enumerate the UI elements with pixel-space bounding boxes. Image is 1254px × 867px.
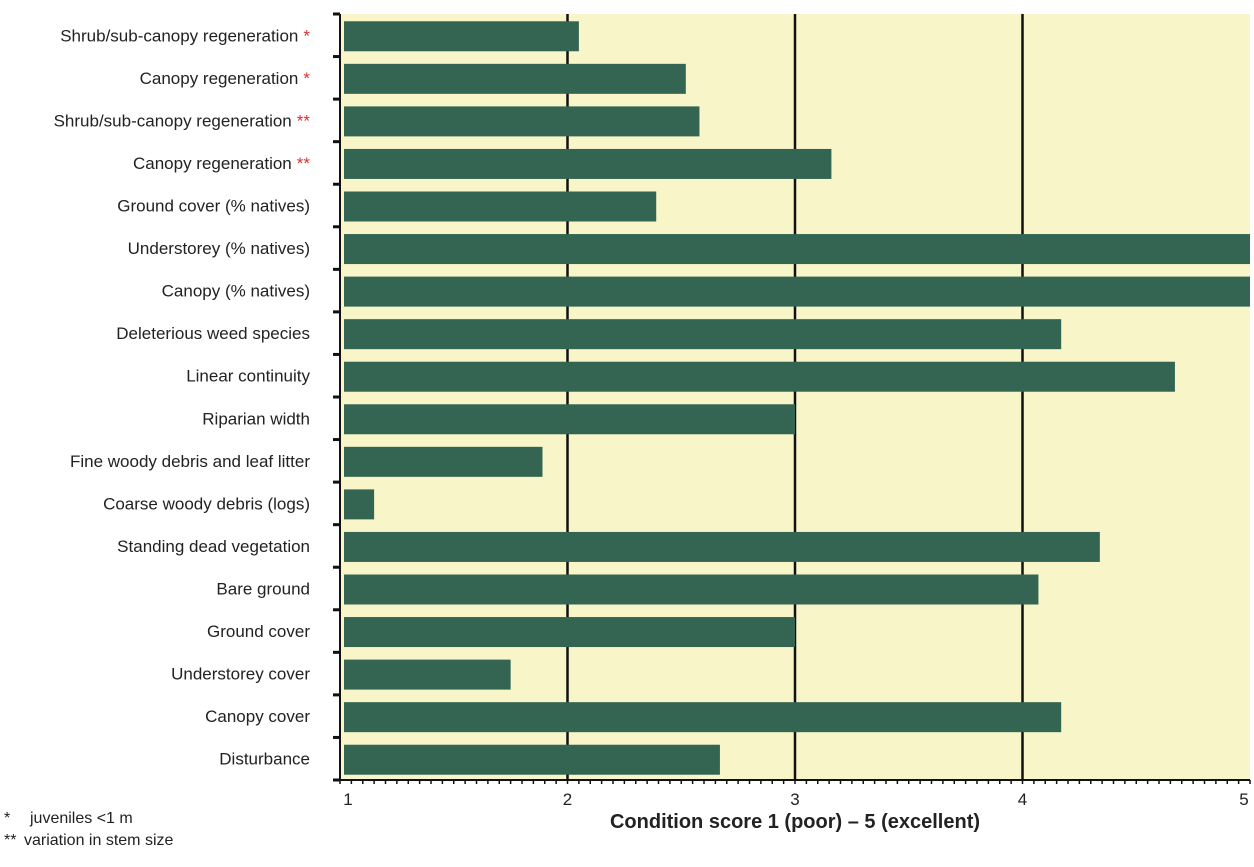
bar-8 xyxy=(344,319,1062,350)
bar-11 xyxy=(344,446,543,477)
bar-6 xyxy=(344,234,1250,265)
category-marker-3: ** xyxy=(297,111,311,130)
category-label-8: Deleterious weed species xyxy=(116,324,310,343)
category-label-18: Disturbance xyxy=(219,750,310,769)
category-label-16: Understorey cover xyxy=(171,665,310,684)
x-tick-labels: 1 2 3 4 5 xyxy=(343,790,1248,809)
category-label-14: Bare ground xyxy=(216,580,310,599)
category-label-2: Canopy regeneration * xyxy=(140,69,311,88)
bar-16 xyxy=(344,659,511,690)
bar-2 xyxy=(344,63,686,94)
legend-marker-1: * xyxy=(4,810,10,827)
bar-3 xyxy=(344,106,700,137)
category-label-6: Understorey (% natives) xyxy=(128,239,310,258)
legend-text-2: variation in stem size xyxy=(24,832,173,849)
category-label-15: Ground cover xyxy=(207,622,310,641)
bar-18 xyxy=(344,744,720,775)
category-labels: Shrub/sub-canopy regeneration * Canopy reg… xyxy=(54,26,311,768)
category-label-11: Fine woody debris and leaf litter xyxy=(70,452,310,471)
category-marker-4: ** xyxy=(297,154,311,173)
x-tick-label-3: 3 xyxy=(790,790,799,809)
legend: * juveniles <1 m ** variation in stem size xyxy=(4,810,173,849)
bar-13 xyxy=(344,531,1100,562)
bar-4 xyxy=(344,148,832,179)
legend-text-1: juveniles <1 m xyxy=(29,810,133,827)
x-tick-label-1: 1 xyxy=(343,790,352,809)
category-label-7: Canopy (% natives) xyxy=(162,282,310,301)
bar-10 xyxy=(344,404,795,435)
legend-marker-2: ** xyxy=(4,832,16,849)
category-label-12: Coarse woody debris (logs) xyxy=(103,494,310,513)
x-tick-label-4: 4 xyxy=(1018,790,1027,809)
bar-12 xyxy=(344,489,375,520)
bar-14 xyxy=(344,574,1039,605)
category-label-4: Canopy regeneration ** xyxy=(133,154,310,173)
bar-7 xyxy=(344,276,1250,307)
bar-5 xyxy=(344,191,657,222)
category-label-1: Shrub/sub-canopy regeneration * xyxy=(60,26,310,45)
category-label-5: Ground cover (% natives) xyxy=(117,197,310,216)
category-label-3: Shrub/sub-canopy regeneration ** xyxy=(54,111,311,130)
x-axis-label: Condition score 1 (poor) – 5 (excellent) xyxy=(610,811,980,833)
category-label-17: Canopy cover xyxy=(205,707,310,726)
bar-17 xyxy=(344,702,1062,733)
plot-area xyxy=(333,12,1251,784)
bar-9 xyxy=(344,361,1175,392)
category-label-13: Standing dead vegetation xyxy=(117,537,310,556)
x-tick-label-5: 5 xyxy=(1239,790,1248,809)
category-label-10: Riparian width xyxy=(202,409,310,428)
bar-15 xyxy=(344,617,795,648)
x-tick-label-2: 2 xyxy=(563,790,572,809)
bar-1 xyxy=(344,21,579,52)
category-marker-1: * xyxy=(303,26,310,45)
category-label-9: Linear continuity xyxy=(186,367,310,386)
category-marker-2: * xyxy=(303,69,310,88)
